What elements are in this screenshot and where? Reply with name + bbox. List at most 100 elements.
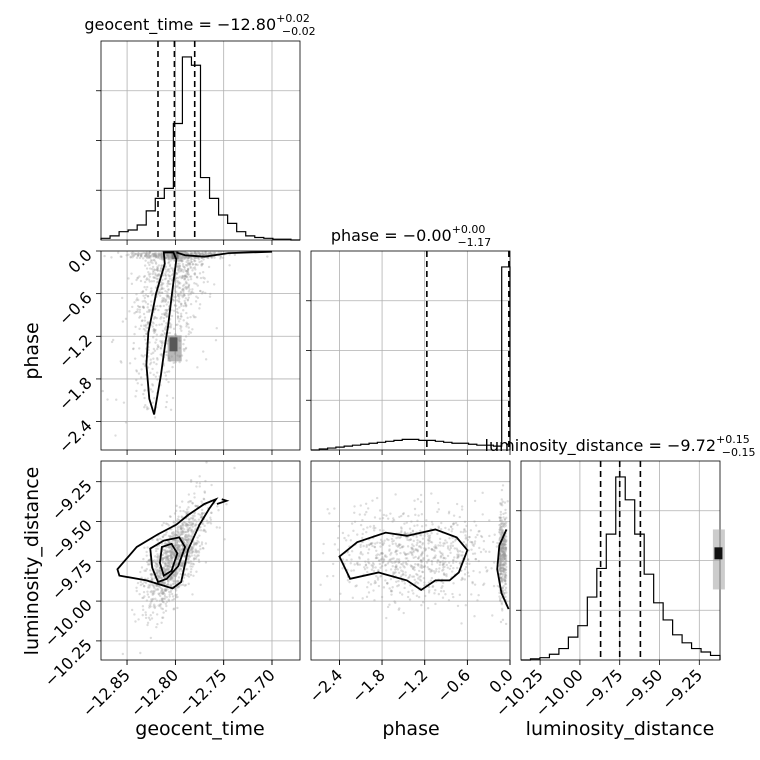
sample-point	[148, 558, 151, 562]
sample-point	[166, 555, 170, 558]
sample-point	[500, 543, 504, 546]
sample-point	[147, 407, 150, 410]
sample-point	[373, 516, 377, 519]
sample-point	[185, 282, 189, 285]
sample-point	[333, 543, 337, 546]
sample-point	[183, 278, 186, 281]
sample-point	[169, 554, 173, 557]
sample-point	[186, 298, 190, 301]
sample-point	[502, 551, 505, 555]
sample-point	[163, 581, 167, 584]
sample-point	[159, 254, 163, 257]
hist-panel-geocent_time	[96, 40, 301, 241]
sample-point	[498, 526, 502, 530]
sample-point	[421, 551, 424, 555]
sample-point	[365, 595, 369, 599]
sample-point	[499, 569, 503, 573]
sample-point	[464, 604, 468, 607]
sample-point	[384, 554, 387, 557]
sample-point	[191, 548, 194, 552]
yticks-phase: −2.4−1.8−1.2−0.60.0	[55, 245, 101, 457]
sample-point	[168, 270, 171, 273]
sample-point	[197, 252, 201, 255]
sample-point	[426, 554, 429, 558]
sample-point	[161, 278, 164, 282]
sample-point	[185, 530, 188, 534]
sample-point	[171, 535, 175, 538]
sample-point	[456, 549, 459, 552]
sample-point	[177, 555, 180, 558]
sample-point	[399, 546, 402, 550]
sample-point	[187, 557, 190, 560]
sample-point	[397, 544, 401, 547]
sample-point	[498, 595, 501, 598]
sample-point	[190, 534, 193, 537]
sample-point	[501, 525, 504, 528]
sample-point	[164, 609, 168, 613]
sample-point	[165, 595, 168, 599]
sample-point	[186, 540, 189, 543]
sample-point	[473, 583, 477, 586]
sample-point	[142, 306, 145, 309]
sample-point	[202, 276, 205, 279]
sample-point	[196, 536, 199, 539]
sample-point	[172, 608, 175, 611]
sample-point	[154, 252, 157, 256]
sample-point	[448, 537, 451, 540]
sample-point	[151, 321, 154, 324]
sample-point	[438, 541, 442, 544]
sample-point	[433, 556, 436, 559]
sample-point	[385, 514, 388, 517]
sample-point	[382, 513, 386, 517]
sample-point	[187, 262, 190, 265]
sample-point	[163, 593, 166, 596]
sample-point	[144, 259, 147, 262]
sample-point	[202, 253, 205, 257]
sample-point	[146, 295, 150, 298]
sample-point	[500, 502, 503, 505]
sample-point	[181, 284, 185, 288]
sample-point	[420, 534, 423, 537]
sample-point	[396, 558, 399, 561]
sample-point	[183, 277, 187, 280]
sample-point	[429, 579, 433, 582]
sample-point	[372, 569, 376, 573]
sample-point	[374, 526, 377, 530]
sample-point	[198, 475, 201, 478]
sample-point	[168, 331, 172, 335]
sample-point	[408, 538, 411, 542]
sample-point	[148, 559, 151, 562]
sample-point	[499, 516, 502, 519]
sample-point	[458, 549, 462, 553]
sample-point	[187, 296, 190, 299]
sample-point	[426, 566, 429, 569]
sample-point	[174, 323, 178, 327]
sample-point	[502, 577, 505, 581]
sample-point	[203, 277, 206, 280]
sample-point	[417, 555, 421, 558]
sample-point	[434, 544, 437, 547]
sample-point	[391, 540, 394, 543]
sample-point	[170, 535, 174, 539]
sample-point	[133, 613, 136, 616]
sample-point	[149, 260, 152, 264]
sample-point	[185, 275, 188, 278]
sample-point	[185, 311, 188, 315]
sample-point	[191, 525, 194, 528]
sample-point	[431, 523, 434, 526]
sample-point	[501, 574, 504, 577]
sample-point	[178, 546, 181, 550]
sample-point	[189, 565, 192, 568]
sample-point	[200, 514, 204, 517]
sample-point	[169, 408, 173, 411]
sample-point	[409, 538, 412, 541]
sample-point	[481, 491, 484, 495]
sample-point	[152, 361, 156, 364]
sample-point	[156, 556, 159, 559]
sample-point	[157, 308, 160, 312]
sample-point	[474, 557, 477, 561]
sample-point	[189, 524, 192, 527]
sample-point	[378, 517, 382, 520]
sample-point	[503, 554, 507, 557]
sample-point	[153, 564, 157, 567]
